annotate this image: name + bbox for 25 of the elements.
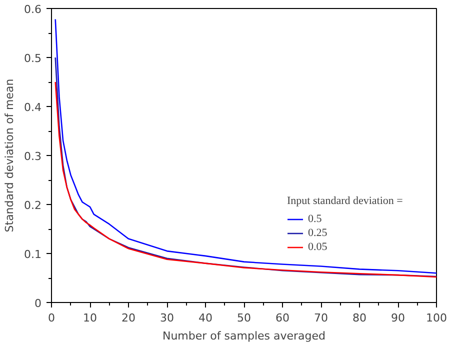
y-tick-label: 0.1 xyxy=(24,248,42,261)
y-tick-label: 0.4 xyxy=(24,101,42,114)
x-tick-label: 10 xyxy=(83,312,97,324)
legend-label: 0.5 xyxy=(308,212,323,226)
legend-label: 0.25 xyxy=(308,226,328,240)
y-axis-title: Standard deviation of mean xyxy=(3,78,16,232)
legend-label: 0.05 xyxy=(308,240,328,254)
legend-title: Input standard deviation = xyxy=(287,195,403,207)
x-tick-label: 20 xyxy=(122,312,136,324)
x-tick-label: 100 xyxy=(426,312,447,324)
line-series xyxy=(54,18,436,274)
y-tick-label: 0.6 xyxy=(24,3,42,16)
y-tick-label: 0.3 xyxy=(24,150,42,163)
x-tick-label: 0 xyxy=(48,312,55,324)
x-tick-label: 70 xyxy=(314,312,328,324)
x-tick-label: 40 xyxy=(198,312,212,324)
x-tick-label: 60 xyxy=(276,312,290,324)
x-tick-label: 30 xyxy=(160,312,174,324)
y-tick-label: 0.5 xyxy=(24,52,42,65)
x-tick-label: 90 xyxy=(391,312,405,324)
y-tick-label: 0.2 xyxy=(24,199,42,212)
x-tick-label: 50 xyxy=(237,312,251,324)
x-axis-title: Number of samples averaged xyxy=(162,330,326,342)
x-tick-label: 80 xyxy=(352,312,366,324)
y-tick-label: 0 xyxy=(34,297,42,310)
